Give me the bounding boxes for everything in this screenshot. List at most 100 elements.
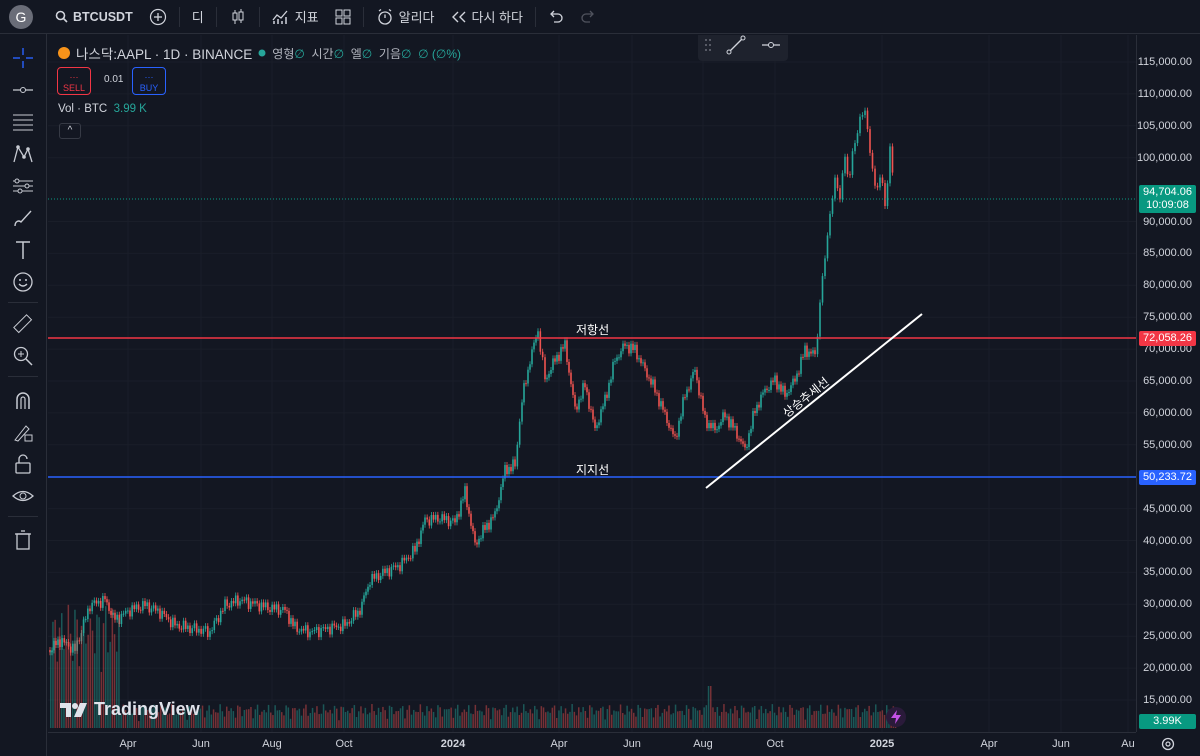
volume-value: 3.99 K bbox=[113, 103, 147, 115]
rising-trendline bbox=[705, 313, 923, 489]
trend-line-icon[interactable] bbox=[725, 35, 747, 56]
brush-tool[interactable] bbox=[11, 206, 35, 230]
chart-pane[interactable]: 저항선 지지선 상승추세선 나스닥:AAPL · 1D · BINANCE 영형∅ … bbox=[48, 35, 1136, 732]
candle-body bbox=[82, 619, 85, 634]
candle-body bbox=[710, 423, 712, 429]
volume-bar bbox=[430, 708, 433, 728]
chart-type-button[interactable] bbox=[221, 0, 255, 34]
volume-bar bbox=[509, 712, 512, 728]
candle-body bbox=[414, 545, 416, 552]
replay-button[interactable]: 다시 하다 bbox=[443, 0, 531, 34]
magnet-tool[interactable] bbox=[11, 388, 35, 412]
user-avatar[interactable]: G bbox=[9, 4, 33, 29]
redo-button[interactable] bbox=[572, 0, 604, 34]
volume-bar bbox=[784, 711, 787, 728]
price-tick: 55,000.00 bbox=[1143, 438, 1192, 451]
symbol-search-button[interactable]: BTCUSDT bbox=[47, 0, 141, 34]
horizontal-line-icon[interactable] bbox=[760, 35, 782, 56]
candle-body bbox=[537, 331, 539, 338]
volume-bar bbox=[135, 707, 138, 728]
volume-bar bbox=[410, 714, 413, 728]
text-tool[interactable] bbox=[11, 238, 35, 262]
add-symbol-button[interactable] bbox=[141, 0, 175, 34]
candle-body bbox=[836, 177, 839, 189]
candle-body bbox=[531, 349, 533, 365]
volume-bar bbox=[703, 707, 705, 728]
volume-bar bbox=[239, 706, 241, 728]
volume-bar bbox=[281, 712, 283, 728]
candle-body bbox=[849, 174, 851, 176]
candle-body bbox=[574, 394, 576, 407]
candle-body bbox=[492, 517, 494, 519]
sell-button[interactable]: ··· SELL bbox=[57, 67, 91, 95]
candle-body bbox=[296, 621, 298, 632]
candle-body bbox=[228, 605, 231, 608]
candle-body bbox=[53, 640, 55, 651]
crosshair-tool[interactable] bbox=[11, 46, 35, 70]
lock-drawing-tool[interactable] bbox=[11, 420, 35, 444]
candle-body bbox=[106, 599, 108, 603]
ruler-tool[interactable] bbox=[11, 312, 35, 336]
line-tool[interactable] bbox=[11, 78, 35, 102]
candle-body bbox=[202, 628, 205, 634]
volume-bar bbox=[558, 710, 560, 728]
prediction-tool[interactable] bbox=[11, 174, 35, 198]
volume-bar bbox=[446, 709, 448, 728]
volume-bar bbox=[80, 625, 83, 728]
volume-bar bbox=[820, 704, 822, 728]
volume-bar bbox=[659, 716, 661, 728]
candle-body bbox=[230, 601, 233, 608]
lock-tool[interactable] bbox=[11, 452, 35, 476]
legend-title[interactable]: 나스닥:AAPL · 1D · BINANCE bbox=[76, 47, 253, 62]
candle-body bbox=[55, 640, 57, 646]
indicators-icon bbox=[272, 10, 288, 24]
candle-body bbox=[249, 601, 252, 609]
volume-bar bbox=[289, 718, 292, 728]
emoji-icon bbox=[13, 272, 33, 292]
ohlc-key: 기음 bbox=[378, 46, 401, 61]
candle-body bbox=[778, 384, 780, 390]
volume-bar bbox=[853, 716, 855, 728]
logo-text: TradingView bbox=[94, 699, 200, 719]
fib-tool[interactable] bbox=[11, 110, 35, 134]
candle-body bbox=[884, 183, 886, 207]
emoji-tool[interactable] bbox=[11, 270, 35, 294]
interval-button[interactable]: 디 bbox=[184, 0, 212, 34]
candle-body bbox=[432, 515, 435, 520]
candle-body bbox=[108, 602, 110, 611]
drag-handle-icon[interactable] bbox=[704, 38, 712, 52]
volume-bar bbox=[501, 715, 503, 728]
volume-bar bbox=[778, 706, 780, 728]
undo-button[interactable] bbox=[540, 0, 572, 34]
collapse-legend-button[interactable]: ^ bbox=[59, 123, 81, 139]
volume-bar bbox=[124, 709, 127, 728]
candle-body bbox=[482, 525, 484, 539]
candle-body bbox=[632, 343, 634, 351]
volume-bar bbox=[846, 709, 848, 728]
candle-body bbox=[764, 388, 766, 393]
time-axis[interactable]: Apr Jun Aug Oct 2024 Apr Jun Aug Oct 2025 Apr Jun Au bbox=[48, 732, 1136, 756]
visibility-tool[interactable] bbox=[11, 484, 35, 508]
candle-body bbox=[521, 402, 523, 422]
layouts-button[interactable] bbox=[327, 0, 359, 34]
news-bolt-button[interactable] bbox=[886, 707, 906, 727]
candle-body bbox=[386, 568, 388, 574]
pattern-tool[interactable] bbox=[11, 142, 35, 166]
trash-tool[interactable] bbox=[11, 528, 35, 552]
buy-button[interactable]: ··· BUY bbox=[132, 67, 166, 95]
volume-bar bbox=[78, 666, 81, 728]
settings-gear-icon[interactable] bbox=[1160, 736, 1176, 752]
prediction-icon bbox=[13, 178, 33, 194]
time-tick: 2024 bbox=[440, 738, 466, 750]
indicators-button[interactable]: 지표 bbox=[264, 0, 327, 34]
candle-body bbox=[313, 630, 316, 632]
alert-button[interactable]: 알리다 bbox=[368, 0, 443, 34]
candle-body bbox=[610, 379, 612, 383]
volume-bar bbox=[817, 710, 820, 728]
candle-body bbox=[468, 507, 470, 514]
candle-body bbox=[392, 565, 395, 567]
volume-bar bbox=[648, 709, 650, 728]
zoom-tool[interactable] bbox=[11, 344, 35, 368]
price-axis[interactable]: 115,000.00 110,000.00 105,000.00 100,000.00… bbox=[1136, 35, 1200, 732]
